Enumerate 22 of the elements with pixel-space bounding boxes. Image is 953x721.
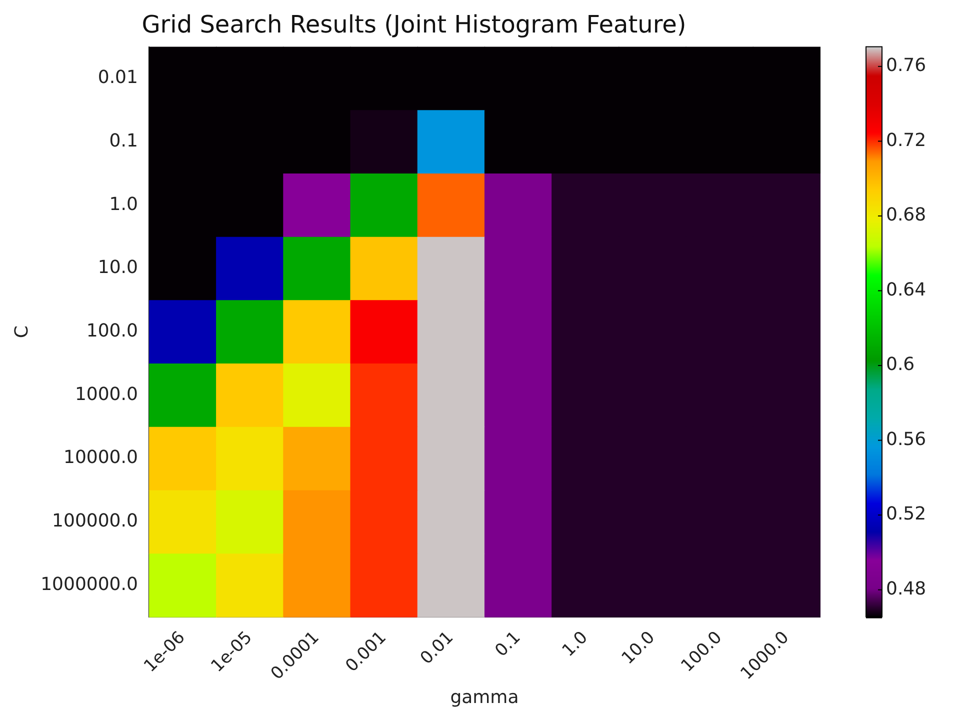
y-tick-label: 100.0 — [86, 320, 138, 342]
y-tick-label: 10000.0 — [64, 447, 138, 468]
y-tick-label: 0.1 — [109, 130, 138, 152]
y-tick-label: 1.0 — [109, 194, 138, 215]
y-tick-label: 100000.0 — [52, 510, 138, 532]
color-bar-label: 0.72 — [886, 130, 926, 151]
x-axis-title: gamma — [450, 686, 519, 708]
y-axis-title: C — [11, 326, 32, 338]
color-bar-label: 0.6 — [886, 354, 915, 376]
color-bar-label: 0.68 — [886, 204, 926, 226]
y-tick-label: 1000000.0 — [40, 574, 138, 595]
x-tick-label: 1.0 — [558, 628, 592, 661]
x-tick-label: 0.1 — [491, 628, 525, 661]
color-bar-label: 0.56 — [886, 428, 926, 450]
y-tick-label: 10.0 — [98, 257, 138, 278]
color-bar-label: 0.52 — [886, 504, 926, 525]
color-bar-label: 0.48 — [886, 578, 926, 600]
chart-title: Grid Search Results (Joint Histogram Feature) — [142, 10, 686, 39]
y-tick-label: 1000.0 — [74, 384, 138, 405]
color-bar-label: 0.76 — [886, 55, 926, 76]
y-tick-label: 0.01 — [98, 67, 138, 88]
color-bar-label: 0.64 — [886, 279, 926, 300]
